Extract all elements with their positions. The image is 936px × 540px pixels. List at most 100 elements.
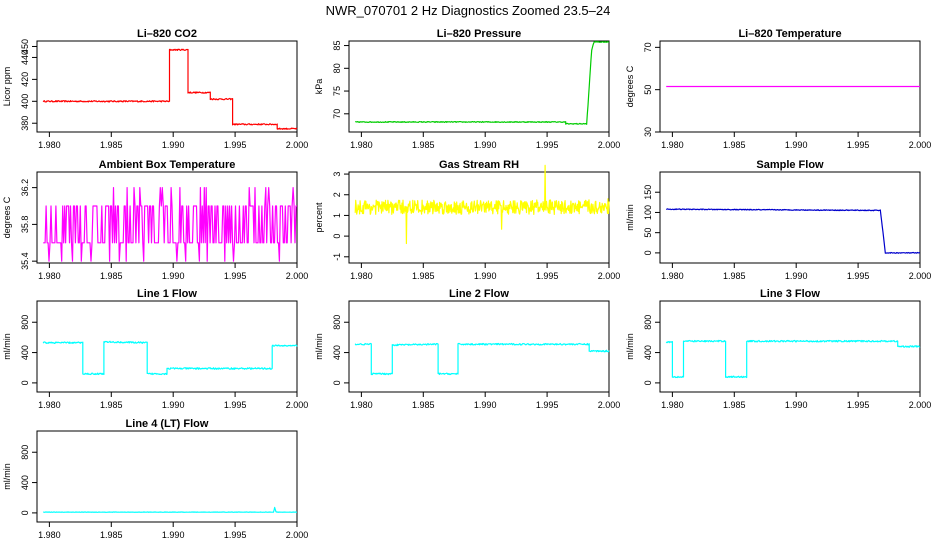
y-tick-label: 2 xyxy=(332,192,342,197)
x-tick-label: 1.990 xyxy=(785,140,808,150)
y-tick-label: 0 xyxy=(332,380,342,385)
chart-panel: Line 1 Flow 1.980 1.985 1.990 1.995 2.000 0 400… xyxy=(2,288,308,410)
x-tick-label: 1.980 xyxy=(38,140,61,150)
series-line xyxy=(665,339,921,379)
x-tick-label: 1.990 xyxy=(162,530,185,540)
series-line xyxy=(355,40,610,125)
x-tick-label: 1.995 xyxy=(536,271,559,281)
plot-frame xyxy=(348,40,610,133)
figure-title: NWR_070701 2 Hz Diagnostics Zoomed 23.5–… xyxy=(326,3,611,18)
y-tick-label: 800 xyxy=(20,315,30,330)
x-tick-label: 1.990 xyxy=(474,140,497,150)
y-tick-label: 100 xyxy=(643,205,653,220)
series-line xyxy=(354,164,610,245)
x-tick-label: 1.990 xyxy=(785,400,808,410)
chart-title: Sample Flow xyxy=(756,159,824,171)
x-tick-label: 2.000 xyxy=(286,530,309,540)
y-axis-label: percent xyxy=(314,202,324,233)
y-tick-label: 35.4 xyxy=(20,252,30,270)
y-tick-label: 0 xyxy=(20,510,30,515)
plot-frame xyxy=(348,300,610,393)
x-tick-label: 1.985 xyxy=(100,530,123,540)
x-tick-label: 1.995 xyxy=(847,140,870,150)
y-tick-label: 50 xyxy=(643,85,653,95)
chart-title: Li–820 Temperature xyxy=(738,28,841,40)
series-line xyxy=(666,208,920,254)
x-tick-label: 1.995 xyxy=(847,271,870,281)
plot-frame xyxy=(659,300,921,393)
y-tick-label: 85 xyxy=(332,41,342,51)
y-axis-label: Licor ppm xyxy=(2,67,12,107)
y-tick-label: 35.8 xyxy=(20,216,30,234)
y-tick-label: 70 xyxy=(643,42,653,52)
x-tick-label: 1.980 xyxy=(350,271,373,281)
x-tick-label: 2.000 xyxy=(598,400,621,410)
y-tick-label: 0 xyxy=(332,234,342,239)
series-line xyxy=(42,340,298,376)
x-tick-label: 1.985 xyxy=(412,140,435,150)
x-tick-label: 1.980 xyxy=(350,140,373,150)
y-tick-label: 420 xyxy=(20,72,30,87)
x-tick-label: 1.995 xyxy=(536,140,559,150)
chart-panel: Line 2 Flow 1.980 1.985 1.990 1.995 2.000 0 400… xyxy=(314,288,620,410)
chart-panel: Li–820 Temperature 1.980 1.985 1.990 1.995 2.… xyxy=(625,28,931,150)
y-axis-label: ml/min xyxy=(2,463,12,490)
chart-panel: Line 3 Flow 1.980 1.985 1.990 1.995 2.000 0 400… xyxy=(625,288,931,410)
x-tick-label: 2.000 xyxy=(286,400,309,410)
y-tick-label: 0 xyxy=(643,250,653,255)
y-tick-label: 800 xyxy=(20,445,30,460)
y-axis-label: degrees C xyxy=(625,65,635,107)
y-tick-label: 450 xyxy=(20,39,30,54)
y-tick-label: -1 xyxy=(332,253,342,261)
x-tick-label: 2.000 xyxy=(598,271,621,281)
chart-title: Line 4 (LT) Flow xyxy=(126,418,209,430)
x-tick-label: 1.990 xyxy=(785,271,808,281)
x-tick-label: 1.995 xyxy=(847,400,870,410)
x-tick-label: 1.985 xyxy=(412,400,435,410)
chart-panel: Ambient Box Temperature 1.980 1.985 1.990 1.… xyxy=(2,159,308,281)
x-tick-label: 1.995 xyxy=(224,271,247,281)
x-tick-label: 1.980 xyxy=(661,400,684,410)
x-tick-label: 1.995 xyxy=(224,140,247,150)
chart-title: Li–820 CO2 xyxy=(137,28,197,40)
y-tick-label: 70 xyxy=(332,109,342,119)
x-tick-label: 1.985 xyxy=(100,400,123,410)
x-tick-label: 2.000 xyxy=(286,271,309,281)
chart-title: Gas Stream RH xyxy=(439,159,519,171)
x-tick-label: 1.985 xyxy=(100,140,123,150)
y-tick-label: 36.2 xyxy=(20,179,30,197)
series-line xyxy=(43,187,297,262)
y-tick-label: 150 xyxy=(643,185,653,200)
chart-panel: Li–820 Pressure 1.980 1.985 1.990 1.995 2.000… xyxy=(314,28,620,150)
x-tick-label: 1.985 xyxy=(723,140,746,150)
y-tick-label: 440 xyxy=(20,50,30,65)
y-tick-label: 400 xyxy=(20,345,30,360)
y-axis-label: degrees C xyxy=(2,196,12,238)
y-tick-label: 50 xyxy=(643,228,653,238)
chart-title: Line 1 Flow xyxy=(137,288,197,300)
x-tick-label: 2.000 xyxy=(286,140,309,150)
chart-panel: Li–820 CO2 1.980 1.985 1.990 1.995 2.000 380 40… xyxy=(2,28,308,150)
y-axis-label: ml/min xyxy=(2,333,12,360)
chart-title: Line 3 Flow xyxy=(760,288,820,300)
x-tick-label: 1.980 xyxy=(661,140,684,150)
chart-panel: Sample Flow 1.980 1.985 1.990 1.995 2.000 0 50 1… xyxy=(625,159,931,281)
x-tick-label: 1.980 xyxy=(38,530,61,540)
y-tick-label: 0 xyxy=(20,380,30,385)
x-tick-label: 2.000 xyxy=(598,140,621,150)
plot-frame xyxy=(36,300,298,393)
x-tick-label: 1.980 xyxy=(350,400,373,410)
plot-frame xyxy=(348,171,610,264)
plot-frame xyxy=(36,430,298,523)
y-tick-label: 380 xyxy=(20,116,30,131)
y-axis-label: kPa xyxy=(314,79,324,95)
y-tick-label: 400 xyxy=(20,475,30,490)
x-tick-label: 2.000 xyxy=(909,140,932,150)
y-axis-label: ml/min xyxy=(625,333,635,360)
x-tick-label: 1.990 xyxy=(162,400,185,410)
x-tick-label: 1.985 xyxy=(723,400,746,410)
series-line xyxy=(43,506,297,513)
y-tick-label: 400 xyxy=(20,94,30,109)
y-tick-label: 400 xyxy=(643,345,653,360)
